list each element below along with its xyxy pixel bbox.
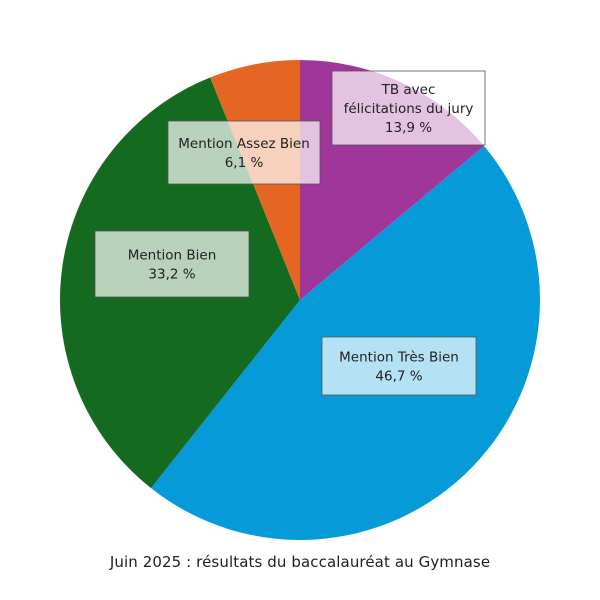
chart-caption: Juin 2025 : résultats du baccalauréat au… (109, 553, 491, 571)
slice-label-box-2 (94, 230, 250, 298)
slice-label-2: Mention Bien 33,2 % (94, 230, 250, 298)
slice-value-1: 46,7 % (375, 369, 422, 385)
slice-value-0: 13,9 % (385, 120, 432, 136)
slice-label-box-0 (331, 70, 486, 146)
slice-label-text-1: Mention Très Bien (339, 350, 459, 366)
slice-label-3: Mention Assez Bien 6,1 % (167, 120, 321, 185)
slice-label-text-2: Mention Bien (128, 248, 217, 264)
slice-label-0: TB avec félicitations du jury 13,9 % (331, 70, 486, 146)
slice-value-3: 6,1 % (225, 155, 264, 171)
slice-label-text-0: TB avec (381, 82, 436, 98)
slice-label-box-3 (167, 120, 321, 185)
slice-label-text-0: félicitations du jury (344, 101, 474, 117)
slice-label-box-1 (321, 336, 477, 396)
slice-value-2: 33,2 % (148, 267, 195, 283)
labels-layer: TB avec félicitations du jury 13,9 % Mentio… (94, 70, 486, 396)
slice-label-text-3: Mention Assez Bien (178, 136, 310, 152)
slice-label-1: Mention Très Bien 46,7 % (321, 336, 477, 396)
